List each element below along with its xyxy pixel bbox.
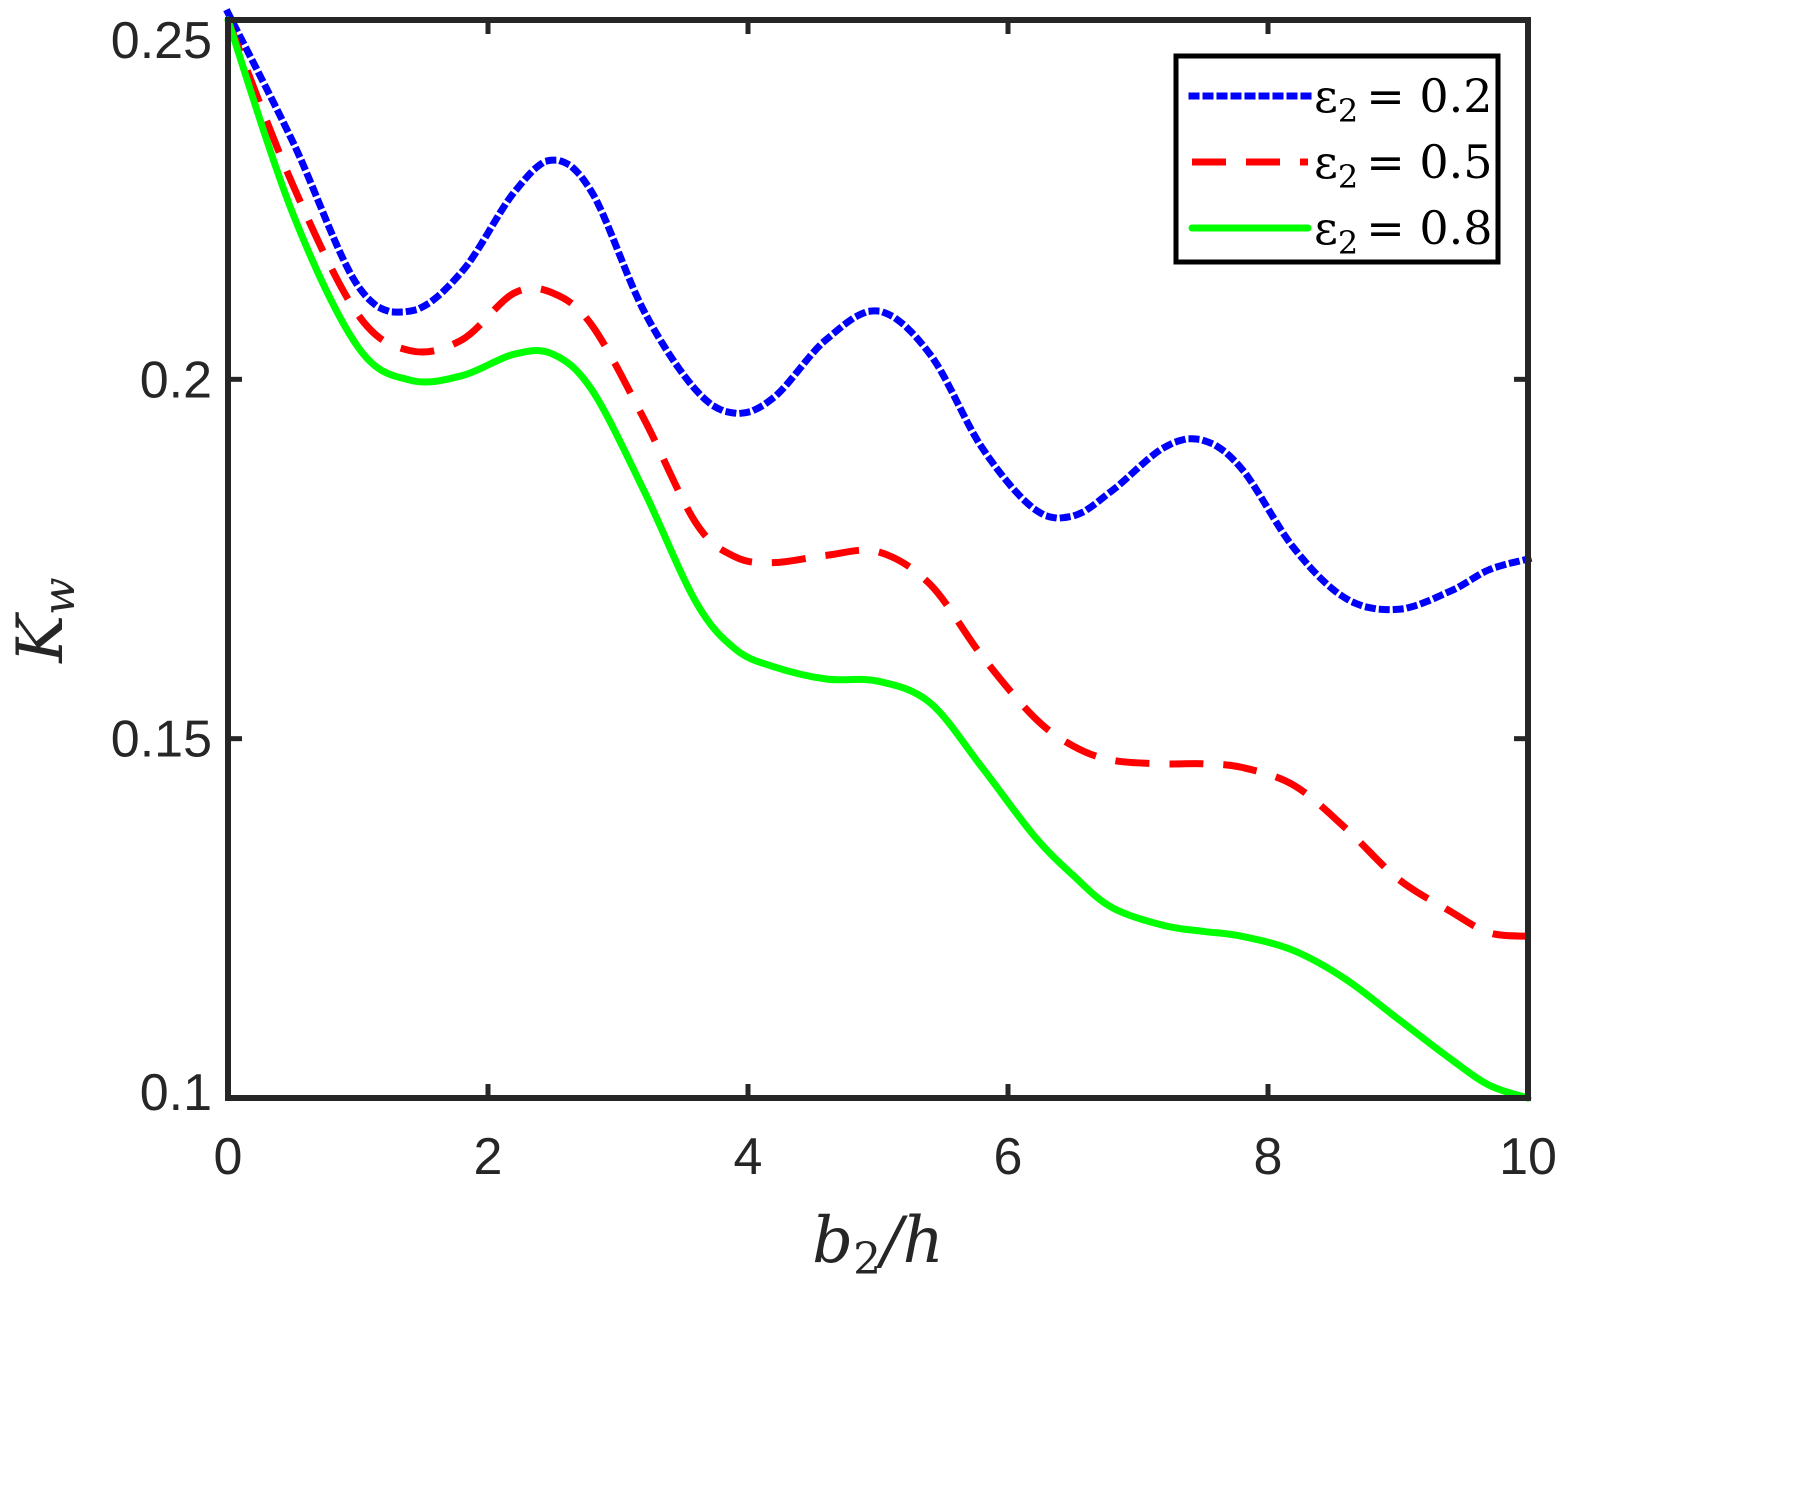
y-axis-label-base: K: [4, 612, 78, 664]
y-axis-label-sub: w: [34, 577, 85, 615]
x-tick-label: 2: [474, 1128, 503, 1186]
series-layer: [223, 8, 1533, 1102]
series-line-1: [223, 8, 1533, 614]
plot-area-frame: [225, 17, 1531, 1101]
series-line-2: [224, 18, 1529, 940]
y-tick-label: 0.25: [111, 12, 212, 70]
legend-label-3: ε2 = 0.8: [1314, 201, 1493, 262]
y-axis-label: Kw: [4, 577, 85, 663]
x-axis-label-rest: /h: [875, 1204, 944, 1278]
x-tick-label: 4: [734, 1128, 763, 1186]
x-tick-label: 8: [1254, 1128, 1283, 1186]
x-tick-label: 10: [1499, 1128, 1557, 1186]
x-axis-label-sub: 2: [853, 1234, 881, 1285]
legend-label-2: ε2 = 0.5: [1314, 135, 1493, 196]
x-tick-label: 0: [214, 1128, 243, 1186]
legend: ε2 = 0.2ε2 = 0.5ε2 = 0.8: [1173, 53, 1501, 265]
y-tick-label: 0.15: [111, 711, 212, 769]
y-tick-label: 0.1: [140, 1064, 212, 1122]
series-line-3: [224, 16, 1532, 1102]
x-axis-label-base: b: [812, 1204, 853, 1278]
tick-layer: 0 2 4 6 8 10 0.1 0.15 0.2 0.25: [111, 12, 1557, 1186]
legend-label-1: ε2 = 0.2: [1314, 69, 1493, 130]
x-tick-label: 6: [994, 1128, 1023, 1186]
y-tick-label: 0.2: [140, 351, 212, 409]
x-axis-label: b2/h: [812, 1204, 944, 1285]
